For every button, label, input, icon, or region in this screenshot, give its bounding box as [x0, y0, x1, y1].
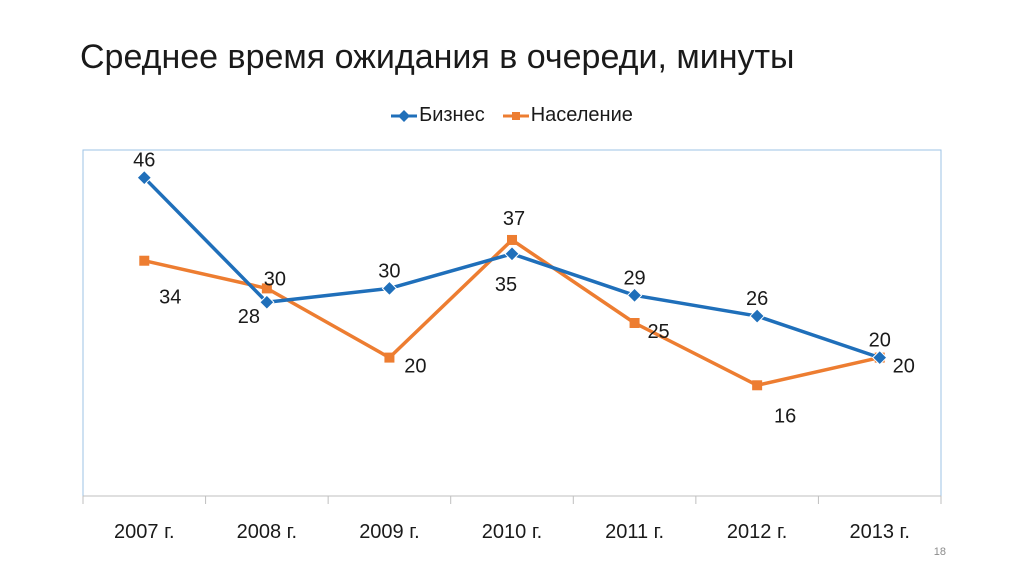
data-label-business: 30	[378, 260, 400, 282]
data-label-population: 20	[404, 356, 426, 378]
x-tick-label: 2013 г.	[849, 521, 909, 543]
page-title: Среднее время ожидания в очереди, минуты	[80, 38, 795, 76]
x-tick-label: 2012 г.	[727, 521, 787, 543]
data-point-population	[752, 380, 763, 391]
x-tick-label: 2011 г.	[605, 521, 664, 543]
data-point-business	[381, 280, 398, 297]
x-tick-label: 2007 г.	[114, 521, 174, 543]
square-marker-icon	[502, 111, 529, 120]
data-label-population: 37	[503, 208, 525, 230]
plot-area-frame	[82, 149, 942, 497]
data-point-business	[504, 246, 520, 262]
data-label-population: 30	[264, 268, 286, 290]
data-point-population	[384, 352, 395, 363]
x-tick-label: 2008 г.	[237, 521, 297, 543]
data-label-population: 16	[774, 405, 796, 427]
data-label-business: 29	[623, 267, 645, 289]
data-label-business: 26	[746, 288, 768, 310]
data-label-business: 28	[238, 306, 260, 328]
data-point-business	[749, 308, 765, 324]
data-point-population	[629, 318, 640, 328]
data-label-population: 34	[159, 287, 181, 309]
data-point-business	[259, 294, 275, 310]
x-tick-label: 2009 г.	[359, 521, 419, 543]
data-label-business: 35	[495, 274, 517, 296]
legend-label-population: Население	[530, 104, 633, 126]
data-label-population: 20	[893, 356, 915, 378]
legend-item-population: Население	[502, 104, 633, 127]
data-point-business	[626, 287, 643, 304]
legend-label-business: Бизнес	[419, 104, 485, 126]
page-number: 18	[933, 546, 946, 558]
diamond-marker-icon	[391, 109, 418, 122]
data-point-population	[507, 234, 517, 245]
legend-item-business: Бизнес	[391, 104, 485, 127]
data-label-business: 46	[133, 150, 155, 172]
chart-legend: Бизнес Население	[0, 104, 1024, 127]
data-point-business	[872, 349, 888, 366]
data-label-population: 25	[647, 321, 669, 343]
data-point-business	[136, 169, 152, 186]
data-label-business: 20	[869, 330, 891, 352]
data-point-population	[139, 255, 150, 266]
data-point-population	[261, 283, 272, 294]
x-tick-label: 2010 г.	[482, 521, 542, 543]
series-line-business	[143, 176, 881, 360]
